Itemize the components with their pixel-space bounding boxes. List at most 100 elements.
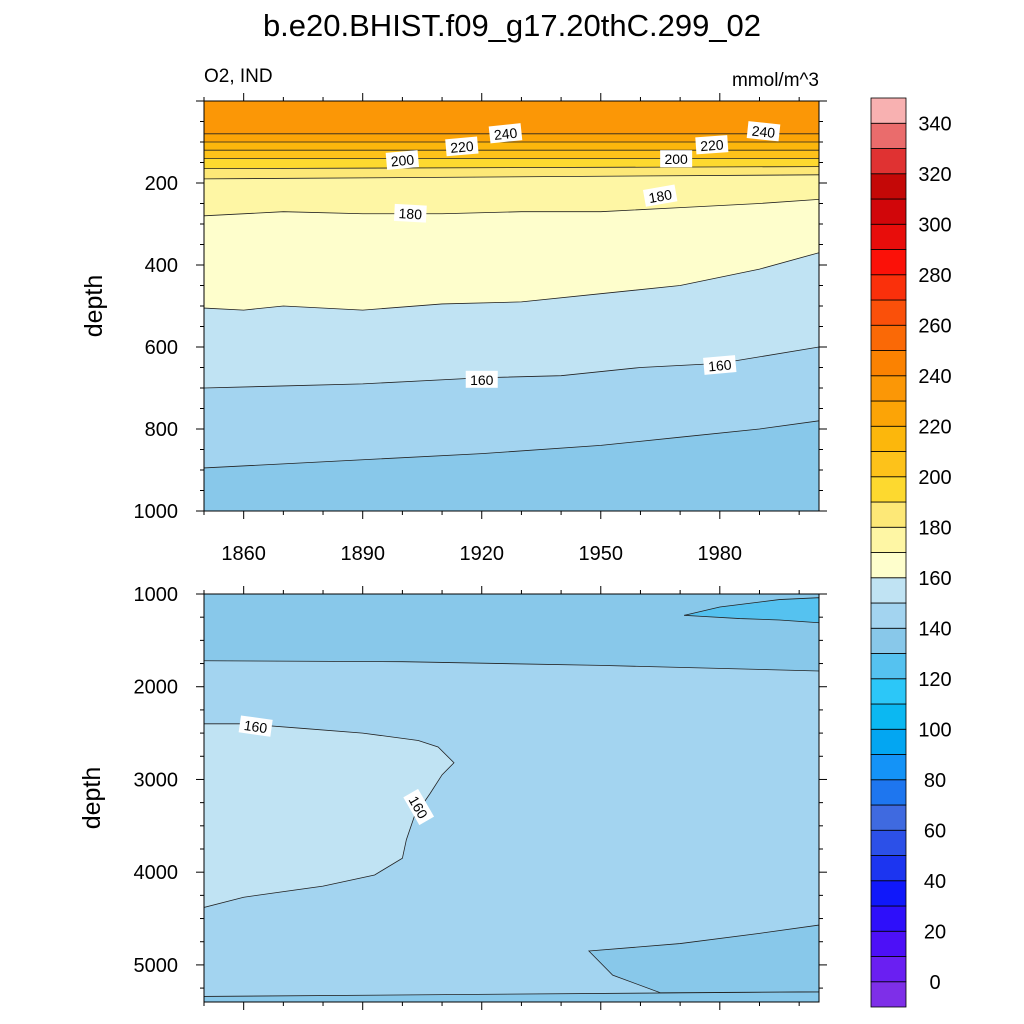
y-tick-label: 4000: [134, 862, 179, 884]
x-tick-label: 1920: [459, 543, 504, 565]
colorbar-swatch: [870, 122, 907, 149]
colorbar-label: 320: [918, 164, 951, 186]
colorbar-label: 120: [918, 669, 951, 691]
contour-label: 200: [385, 150, 420, 170]
contour-region: [587, 924, 819, 994]
contour-band: [204, 142, 819, 151]
contour-label: 240: [488, 123, 523, 144]
colorbar-swatch: [870, 678, 907, 705]
colorbar-swatch: [870, 880, 907, 907]
colorbar-label: 280: [918, 265, 951, 287]
contour-band: [204, 347, 819, 468]
colorbar-swatch: [870, 324, 907, 351]
contour-band: [204, 199, 819, 311]
colorbar-swatch: [870, 855, 907, 882]
colorbar-swatch: [870, 223, 907, 250]
contour-line: [204, 174, 819, 180]
contour-label: 200: [660, 150, 693, 168]
colorbar-label: 100: [918, 719, 951, 741]
colorbar-swatch: [870, 425, 907, 452]
colorbar-swatch: [870, 501, 907, 528]
svg-text:240: 240: [751, 123, 776, 141]
chart-title: b.e20.BHIST.f09_g17.20thC.299_02: [263, 8, 761, 43]
colorbar: 3403203002802602402202001801601401201008…: [870, 97, 952, 1008]
x-tick-label: 1980: [698, 543, 743, 565]
y-tick-label: 1000: [134, 501, 179, 523]
contour-region: [204, 723, 455, 908]
contour-line: [204, 199, 819, 217]
colorbar-swatch: [870, 930, 907, 957]
colorbar-swatch: [870, 981, 907, 1008]
contour-region: [684, 597, 819, 624]
contour-band: [204, 594, 819, 671]
colorbar-swatch: [870, 552, 907, 579]
y-tick-label: 3000: [134, 769, 179, 791]
colorbar-swatch: [870, 703, 907, 730]
colorbar-label: 200: [918, 467, 951, 489]
colorbar-label: 40: [924, 871, 946, 893]
svg-text:200: 200: [390, 151, 415, 169]
colorbar-swatch: [870, 97, 907, 124]
plot-frame: [203, 593, 820, 1003]
colorbar-label: 140: [918, 618, 951, 640]
x-tick-label: 1860: [221, 543, 266, 565]
y-tick-label: 400: [145, 255, 178, 277]
contour-label: 220: [445, 136, 479, 157]
contour-label: 220: [695, 135, 729, 155]
colorbar-swatch: [870, 602, 907, 629]
contour-line: [204, 252, 819, 311]
units-string: mmol/m^3: [732, 70, 819, 91]
contour-band: [204, 252, 819, 388]
colorbar-swatch: [870, 274, 907, 301]
contour-band: [204, 101, 819, 134]
colorbar-label: 340: [918, 113, 951, 135]
contour-label: 160: [465, 370, 498, 388]
svg-text:240: 240: [493, 125, 518, 143]
contour-label: 160: [703, 355, 737, 375]
colorbar-swatch: [870, 299, 907, 326]
colorbar-label: 240: [918, 366, 951, 388]
y-tick-label: 2000: [134, 677, 179, 699]
colorbar-swatch: [870, 627, 907, 654]
colorbar-swatch: [870, 829, 907, 856]
contour-band: [204, 174, 819, 216]
contour-label: 180: [642, 184, 678, 207]
colorbar-label: 260: [918, 315, 951, 337]
y-tick-label: 5000: [134, 955, 179, 977]
colorbar-label: 60: [924, 820, 946, 842]
contour-label: 160: [238, 715, 273, 737]
colorbar-swatch: [870, 249, 907, 276]
colorbar-swatch: [870, 653, 907, 680]
colorbar-label: 20: [924, 921, 946, 943]
contour-field: 240 220 200 240 220 200 180 180 160 160: [204, 101, 819, 511]
contour-line: [204, 420, 819, 469]
colorbar-swatch: [870, 728, 907, 755]
svg-text:220: 220: [700, 136, 725, 154]
svg-text:180: 180: [398, 205, 422, 222]
colorbar-swatch: [870, 476, 907, 503]
colorbar-swatch: [870, 779, 907, 806]
colorbar-swatch: [870, 754, 907, 781]
left-string: O2, IND: [204, 66, 273, 87]
colorbar-label: 80: [924, 770, 946, 792]
colorbar-swatch: [870, 173, 907, 200]
colorbar-swatch: [870, 350, 907, 377]
colorbar-label: 220: [918, 416, 951, 438]
svg-text:160: 160: [243, 717, 269, 736]
x-tick-label: 1890: [340, 543, 385, 565]
colorbar-swatch: [870, 451, 907, 478]
x-tick-label: 1950: [579, 543, 624, 565]
contour-band: [204, 991, 819, 1002]
colorbar-swatch: [870, 375, 907, 402]
colorbar-swatch: [870, 804, 907, 831]
svg-text:220: 220: [450, 138, 475, 156]
y-tick-label: 200: [145, 173, 178, 195]
y-axis-label: depth: [80, 275, 108, 338]
y-tick-label: 1000: [134, 584, 179, 606]
upper-panel: 240 220 200 240 220 200 180 180 160 160 1860 1890 19…: [80, 93, 827, 565]
contour-line: [204, 166, 819, 170]
y-tick-label: 600: [145, 337, 178, 359]
colorbar-swatch: [870, 905, 907, 932]
